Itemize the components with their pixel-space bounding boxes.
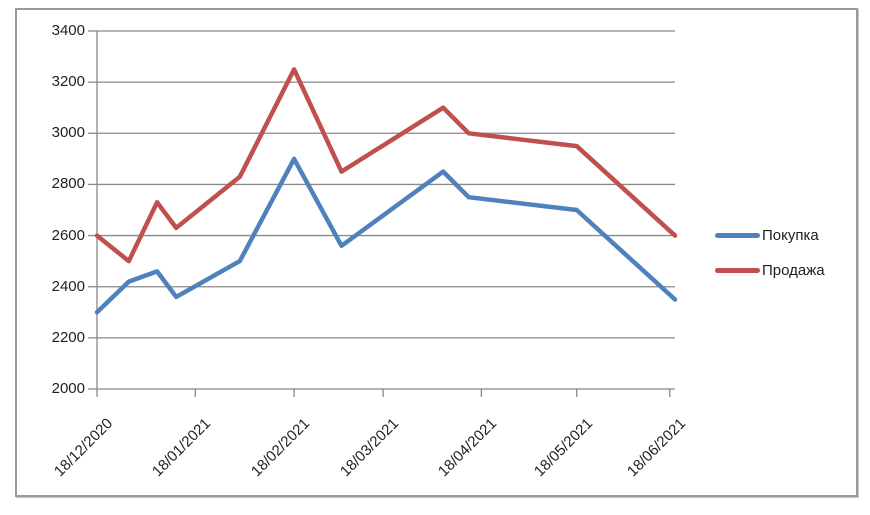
y-axis-label: 2000 xyxy=(51,380,85,397)
legend-item-buy: Покупка xyxy=(715,223,825,247)
y-axis-label: 2800 xyxy=(51,175,85,193)
legend-item-sell: Продажа xyxy=(715,258,825,282)
sell-series-swatch-icon xyxy=(715,267,760,273)
buy-series-swatch-icon xyxy=(715,232,760,238)
y-axis-label: 3200 xyxy=(51,73,85,91)
chart-frame: Покупка Продажа 2000 2200 2400 2600 2800 3000… xyxy=(15,8,858,497)
legend-label-sell: Продажа xyxy=(762,261,825,279)
y-axis-label: 2200 xyxy=(51,328,85,346)
legend-label-buy: Покупка xyxy=(762,226,819,244)
y-axis-label: 3400 xyxy=(51,22,85,39)
buy-series-line xyxy=(94,156,678,315)
legend: Покупка Продажа xyxy=(715,223,825,293)
y-axis-label: 2600 xyxy=(51,226,85,244)
sell-series-line xyxy=(94,67,678,264)
line-chart-plot-area xyxy=(88,30,678,397)
y-axis-label: 3000 xyxy=(51,124,85,142)
y-axis-label: 2400 xyxy=(51,277,85,295)
